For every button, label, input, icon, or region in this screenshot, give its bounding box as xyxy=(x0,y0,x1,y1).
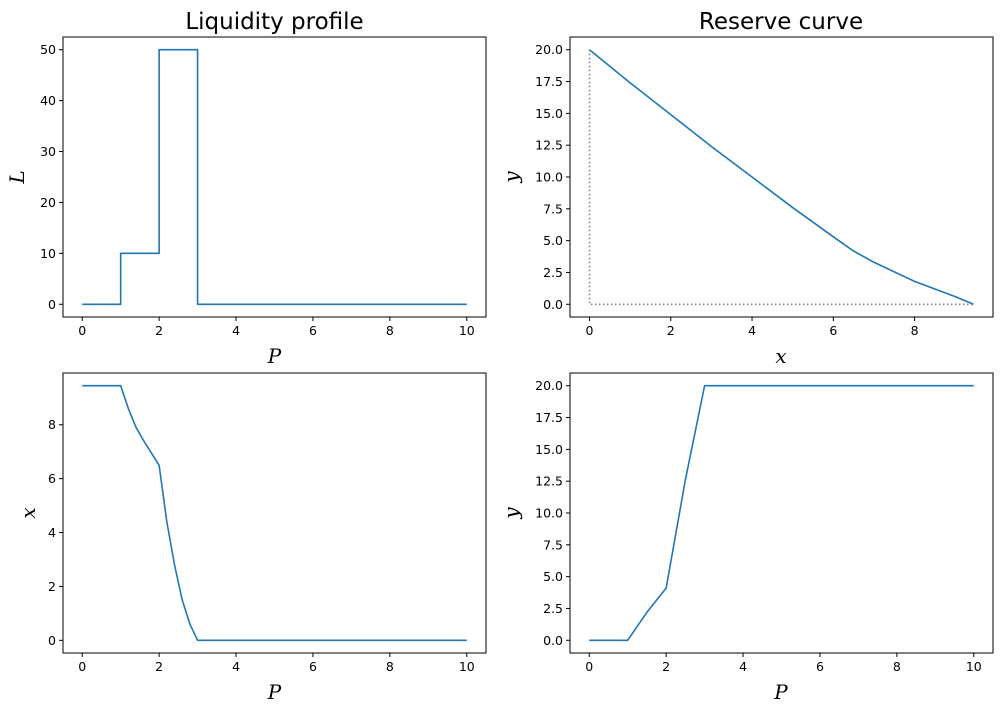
panel-title: Reserve curve xyxy=(699,9,863,35)
x-tick-label: 4 xyxy=(232,659,240,674)
y-tick-label: 0.0 xyxy=(543,633,563,648)
x-axis-label: x xyxy=(775,344,786,368)
x-tick-label: 4 xyxy=(748,323,756,338)
y-tick-label: 5.0 xyxy=(543,233,563,248)
y-tick-label: 4 xyxy=(48,525,56,540)
x-tick-label: 4 xyxy=(232,323,240,338)
y-tick-label: 40 xyxy=(40,93,56,108)
x-tick-label: 2 xyxy=(155,323,163,338)
y-tick-label: 30 xyxy=(40,144,56,159)
y-tick-label: 20 xyxy=(40,195,56,210)
y-tick-label: 10.0 xyxy=(535,170,563,185)
x-tick-label: 2 xyxy=(155,659,163,674)
x-tick-label: 6 xyxy=(309,323,317,338)
y-axis-label: L xyxy=(5,170,29,184)
x-tick-label: 6 xyxy=(829,323,837,338)
y-tick-label: 17.5 xyxy=(535,74,563,89)
y-axis-label: y xyxy=(499,171,523,184)
y-tick-label: 6 xyxy=(48,471,56,486)
y-tick-label: 15.0 xyxy=(535,442,563,457)
x-tick-label: 8 xyxy=(911,323,919,338)
axes-frame xyxy=(62,372,487,654)
y-tick-label: 12.5 xyxy=(535,138,563,153)
y-tick-label: 0 xyxy=(48,297,56,312)
panel-title: Liquidity profile xyxy=(185,9,363,35)
liquidity-profile-panel: Liquidity profile P L 0 2 4 6 8 10 0 10 20 30 40 50 xyxy=(5,9,487,368)
y-tick-label: 15.0 xyxy=(535,106,563,121)
series-line xyxy=(589,384,974,642)
x-axis-label: P xyxy=(773,680,788,704)
x-tick-label: 8 xyxy=(386,323,394,338)
axes-frame xyxy=(62,36,487,318)
x-tick-label: 8 xyxy=(386,659,394,674)
y-tick-label: 2.5 xyxy=(543,265,563,280)
x-tick-label: 6 xyxy=(309,659,317,674)
reserve-curve-panel: Reserve curve x y 0 2 4 6 8 0.0 2.5 5.0 7.5 10.0 1… xyxy=(499,9,994,368)
y-tick-label: 17.5 xyxy=(535,410,563,425)
y-axis-label: x xyxy=(16,507,40,518)
axes-frame xyxy=(569,36,994,318)
y-tick-label: 8 xyxy=(48,417,56,432)
y-tick-label: 10 xyxy=(40,246,56,261)
series-line xyxy=(82,48,467,306)
x-tick-label: 10 xyxy=(459,323,475,338)
x-tick-label: 10 xyxy=(966,659,982,674)
y-tick-label: 2 xyxy=(48,579,56,594)
y-tick-label: 12.5 xyxy=(535,474,563,489)
y-tick-label: 20.0 xyxy=(535,378,563,393)
y-tick-label: 50 xyxy=(40,42,56,57)
x-axis-label: P xyxy=(267,344,282,368)
x-axis-label: P xyxy=(267,680,282,704)
x-tick-label: 8 xyxy=(893,659,901,674)
x-tick-label: 10 xyxy=(459,659,475,674)
x-tick-label: 0 xyxy=(78,659,86,674)
x-tick-label: 0 xyxy=(78,323,86,338)
axes-frame xyxy=(569,372,994,654)
y-tick-label: 7.5 xyxy=(543,537,563,552)
y-axis-label: y xyxy=(499,507,523,520)
x-tick-label: 0 xyxy=(585,659,593,674)
series-line xyxy=(82,384,467,642)
x-tick-label: 0 xyxy=(586,323,594,338)
x-tick-label: 2 xyxy=(662,659,670,674)
y-tick-label: 0 xyxy=(48,633,56,648)
y-tick-label: 2.5 xyxy=(543,601,563,616)
y-reserve-vs-price-panel: P y 0 2 4 6 8 10 0.0 2.5 5.0 7.5 10.0 12.5 15.0 17.5 2… xyxy=(499,372,994,704)
y-tick-label: 5.0 xyxy=(543,569,563,584)
guide-line xyxy=(588,49,974,306)
x-tick-label: 4 xyxy=(739,659,747,674)
x-tick-label: 6 xyxy=(816,659,824,674)
y-tick-label: 20.0 xyxy=(535,42,563,57)
series-line xyxy=(588,49,974,306)
y-tick-label: 7.5 xyxy=(543,201,563,216)
x-tick-label: 2 xyxy=(667,323,675,338)
y-tick-label: 10.0 xyxy=(535,506,563,521)
y-tick-label: 0.0 xyxy=(543,297,563,312)
x-reserve-vs-price-panel: P x 0 2 4 6 8 10 0 2 4 6 8 xyxy=(16,372,487,704)
